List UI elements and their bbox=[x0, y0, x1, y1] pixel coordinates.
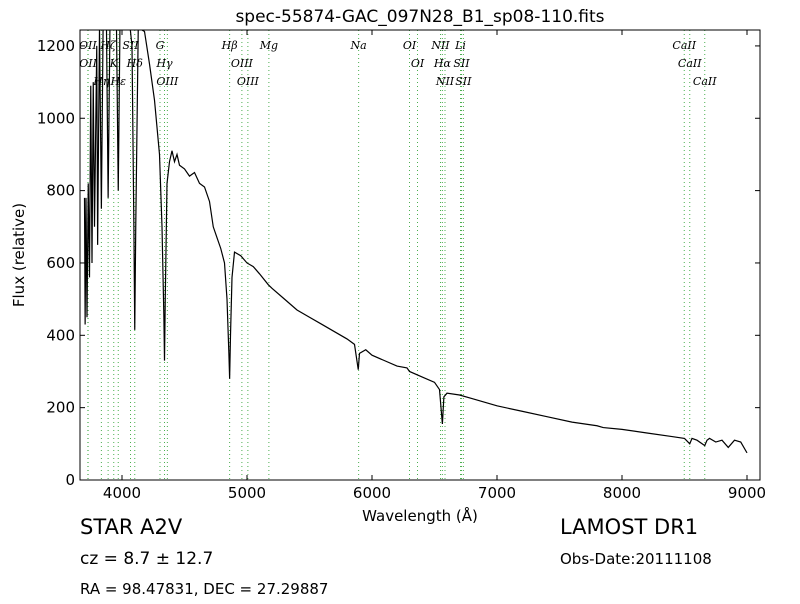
line-label: Na bbox=[350, 39, 367, 52]
plot-area bbox=[83, 30, 748, 480]
y-tick-label: 400 bbox=[46, 326, 75, 344]
line-label: NII bbox=[435, 75, 455, 88]
line-label: G bbox=[156, 39, 165, 52]
line-label: OIII bbox=[156, 75, 179, 88]
line-label: NII bbox=[430, 39, 450, 52]
x-axis-label: Wavelength (Å) bbox=[362, 506, 478, 525]
line-label: Hζ bbox=[99, 39, 117, 52]
line-label: Li bbox=[454, 39, 466, 52]
obs-date: Obs-Date:20111108 bbox=[560, 550, 712, 568]
line-label: Hε bbox=[110, 75, 127, 88]
line-label: Hβ bbox=[221, 39, 238, 52]
x-tick-label: 5000 bbox=[228, 484, 266, 502]
line-label: Hη bbox=[92, 75, 110, 88]
spectrum-line bbox=[83, 30, 748, 454]
line-label: Hα bbox=[433, 57, 452, 70]
x-tick-label: 4000 bbox=[103, 484, 141, 502]
coordinates: RA = 98.47831, DEC = 27.29887 bbox=[80, 580, 328, 598]
line-label: CaII bbox=[678, 57, 702, 70]
line-label: Hδ bbox=[126, 57, 144, 70]
survey: LAMOST DR1 bbox=[560, 515, 698, 539]
redshift: cz = 8.7 ± 12.7 bbox=[80, 549, 213, 569]
plot-frame bbox=[79, 29, 761, 481]
y-tick-label: 0 bbox=[65, 471, 75, 489]
line-label: CaII bbox=[693, 75, 717, 88]
x-tick-label: 9000 bbox=[728, 484, 766, 502]
line-label: CaII bbox=[672, 39, 696, 52]
line-label: SII bbox=[455, 75, 472, 88]
x-tick-label: 8000 bbox=[603, 484, 641, 502]
line-label: SII bbox=[122, 39, 139, 52]
line-label: OII bbox=[79, 57, 97, 70]
line-label: SII bbox=[453, 57, 470, 70]
x-tick-label: 6000 bbox=[353, 484, 391, 502]
x-tick-label: 7000 bbox=[478, 484, 516, 502]
object-class: STAR A2V bbox=[80, 515, 183, 539]
line-label: OI bbox=[411, 57, 425, 70]
y-tick-label: 200 bbox=[46, 399, 75, 417]
y-tick-label: 600 bbox=[46, 254, 75, 272]
line-label: Hγ bbox=[155, 57, 173, 70]
line-label: K bbox=[109, 57, 119, 70]
line-label: OII bbox=[79, 39, 97, 52]
chart-title: spec-55874-GAC_097N28_B1_sp08-110.fits bbox=[235, 7, 604, 27]
line-label: Mg bbox=[259, 39, 278, 52]
y-tick-label: 1000 bbox=[37, 109, 75, 127]
y-tick-label: 800 bbox=[46, 182, 75, 200]
line-label: OI bbox=[403, 39, 417, 52]
y-axis-label: Flux (relative) bbox=[10, 203, 28, 307]
line-label: OIII bbox=[231, 57, 254, 70]
y-tick-label: 1200 bbox=[37, 37, 75, 55]
line-label: OIII bbox=[237, 75, 260, 88]
